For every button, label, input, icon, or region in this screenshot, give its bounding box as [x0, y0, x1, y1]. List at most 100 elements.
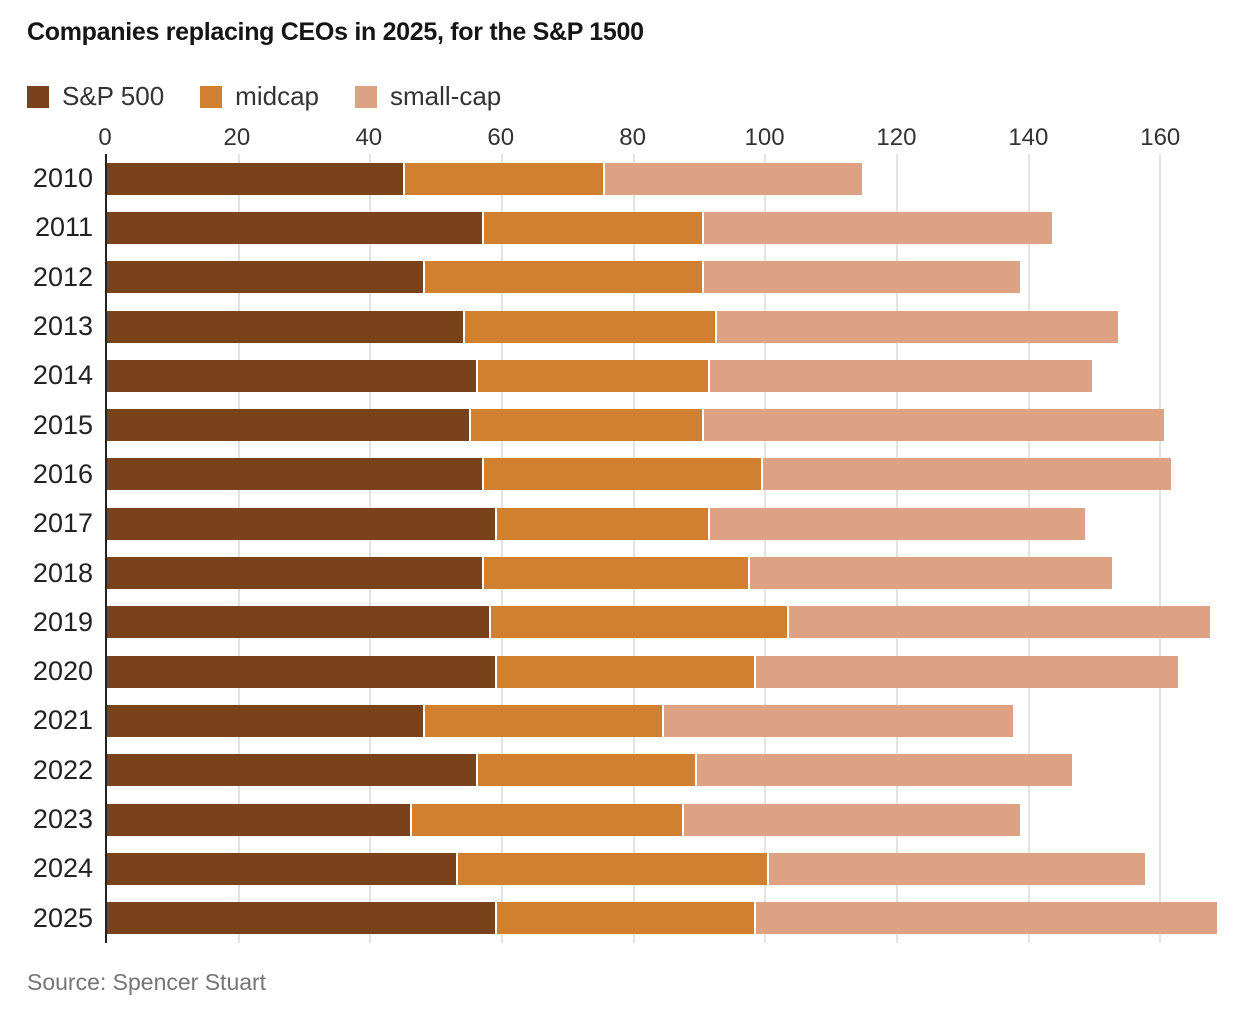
x-tick-label: 20	[223, 124, 251, 151]
stacked-bar	[107, 803, 1246, 836]
year-label: 2025	[32, 902, 93, 933]
stacked-bar	[107, 655, 1246, 688]
legend-item-smallcap: small-cap	[355, 81, 501, 112]
year-label: 2024	[32, 853, 93, 884]
bar-segment-s-p-500	[107, 458, 483, 491]
legend-item-sp500: S&P 500	[27, 81, 164, 112]
bar-segment-s-p-500	[107, 557, 483, 590]
plot-area: 2010 2011 2012 2013 2014 2015 2016 2017 2018 2019…	[33, 154, 1246, 943]
bar-segment-small-cap	[604, 162, 862, 195]
bar-segment-midcap	[484, 211, 702, 244]
bar-segment-midcap	[484, 557, 748, 590]
stacked-bar	[107, 507, 1246, 540]
stacked-bar	[107, 902, 1246, 935]
x-tick-label: 60	[487, 124, 515, 151]
stacked-bar	[107, 310, 1246, 343]
bar-segment-small-cap	[756, 655, 1178, 688]
bar-segment-small-cap	[696, 754, 1073, 787]
bar-segment-small-cap	[762, 458, 1171, 491]
legend-label-sp500: S&P 500	[62, 81, 165, 111]
x-tick-label: 140	[1008, 124, 1049, 151]
year-label: 2012	[32, 261, 93, 292]
bar-segment-small-cap	[716, 310, 1119, 343]
bar-segment-midcap	[425, 704, 663, 737]
x-tick-label: 0	[98, 124, 112, 151]
year-label: 2013	[32, 311, 93, 342]
year-label: 2022	[32, 754, 93, 785]
stacked-bar	[107, 606, 1246, 639]
bar-row-2024: 2024	[33, 844, 1246, 893]
legend-item-midcap: midcap	[200, 81, 319, 112]
bar-segment-small-cap	[769, 852, 1145, 885]
bar-segment-s-p-500	[107, 902, 496, 935]
bar-row-2016: 2016	[33, 450, 1246, 499]
year-label: 2010	[32, 163, 93, 194]
bar-segment-s-p-500	[107, 704, 424, 737]
bar-segment-small-cap	[756, 902, 1218, 935]
bar-segment-midcap	[497, 902, 755, 935]
legend-swatch-midcap-icon	[200, 85, 223, 108]
x-tick-label: 160	[1140, 124, 1181, 151]
stacked-bar-chart: 0 20 40 60 80 100 120 140 160 2010 2011 2012 2013 20…	[33, 124, 1246, 943]
bar-segment-midcap	[490, 606, 788, 639]
legend-swatch-sp500-icon	[27, 85, 49, 108]
bar-segment-s-p-500	[107, 507, 496, 540]
year-label: 2015	[32, 409, 93, 440]
legend-label-midcap: midcap	[235, 81, 319, 111]
stacked-bar	[107, 754, 1246, 787]
year-label: 2023	[32, 804, 93, 834]
bar-segment-midcap	[471, 409, 702, 442]
bar-segment-s-p-500	[107, 803, 410, 836]
bar-segment-small-cap	[683, 803, 1020, 836]
stacked-bar	[107, 557, 1246, 590]
grid-line	[632, 154, 635, 943]
bar-row-2025: 2025	[33, 893, 1246, 942]
bar-row-2014: 2014	[33, 351, 1246, 400]
bar-row-2019: 2019	[33, 598, 1246, 647]
bar-segment-small-cap	[710, 507, 1086, 540]
x-tick-label: 80	[619, 124, 646, 151]
stacked-bar	[107, 162, 1246, 195]
year-label: 2019	[32, 606, 93, 637]
x-tick-label: 100	[744, 124, 785, 151]
year-label: 2021	[32, 705, 93, 736]
bar-segment-small-cap	[703, 261, 1020, 294]
bar-segment-small-cap	[749, 557, 1112, 590]
bar-segment-midcap	[457, 852, 768, 885]
year-label: 2014	[32, 360, 93, 391]
bar-segment-s-p-500	[107, 359, 476, 392]
bar-row-2017: 2017	[33, 499, 1246, 548]
grid-line	[237, 154, 240, 943]
bar-segment-s-p-500	[107, 852, 456, 885]
bar-segment-s-p-500	[107, 310, 463, 343]
bar-segment-small-cap	[789, 606, 1211, 639]
bar-segment-midcap	[411, 803, 682, 836]
bar-segment-midcap	[497, 507, 709, 540]
stacked-bar	[107, 458, 1246, 491]
bar-segment-small-cap	[664, 704, 1013, 737]
bar-row-2021: 2021	[33, 696, 1246, 745]
bar-segment-midcap	[477, 359, 709, 392]
bar-row-2018: 2018	[33, 548, 1246, 597]
year-label: 2018	[32, 557, 93, 588]
grid-line	[1159, 154, 1162, 943]
bar-segment-s-p-500	[107, 261, 424, 294]
stacked-bar	[107, 359, 1246, 392]
bar-segment-midcap	[477, 754, 695, 787]
stacked-bar	[107, 409, 1246, 442]
bar-segment-midcap	[464, 310, 715, 343]
bar-segment-s-p-500	[107, 409, 470, 442]
stacked-bar	[107, 211, 1246, 244]
bar-segment-midcap	[497, 655, 755, 688]
grid-line	[764, 154, 767, 943]
legend: S&P 500 midcap small-cap	[27, 81, 1219, 112]
stacked-bar	[107, 704, 1246, 737]
bar-segment-midcap	[405, 162, 603, 195]
bar-row-2023: 2023	[33, 795, 1246, 844]
bar-segment-s-p-500	[107, 655, 496, 688]
stacked-bar	[107, 261, 1246, 294]
bar-segment-s-p-500	[107, 211, 483, 244]
bar-segment-small-cap	[710, 359, 1092, 392]
bar-row-2011: 2011	[35, 203, 1246, 252]
